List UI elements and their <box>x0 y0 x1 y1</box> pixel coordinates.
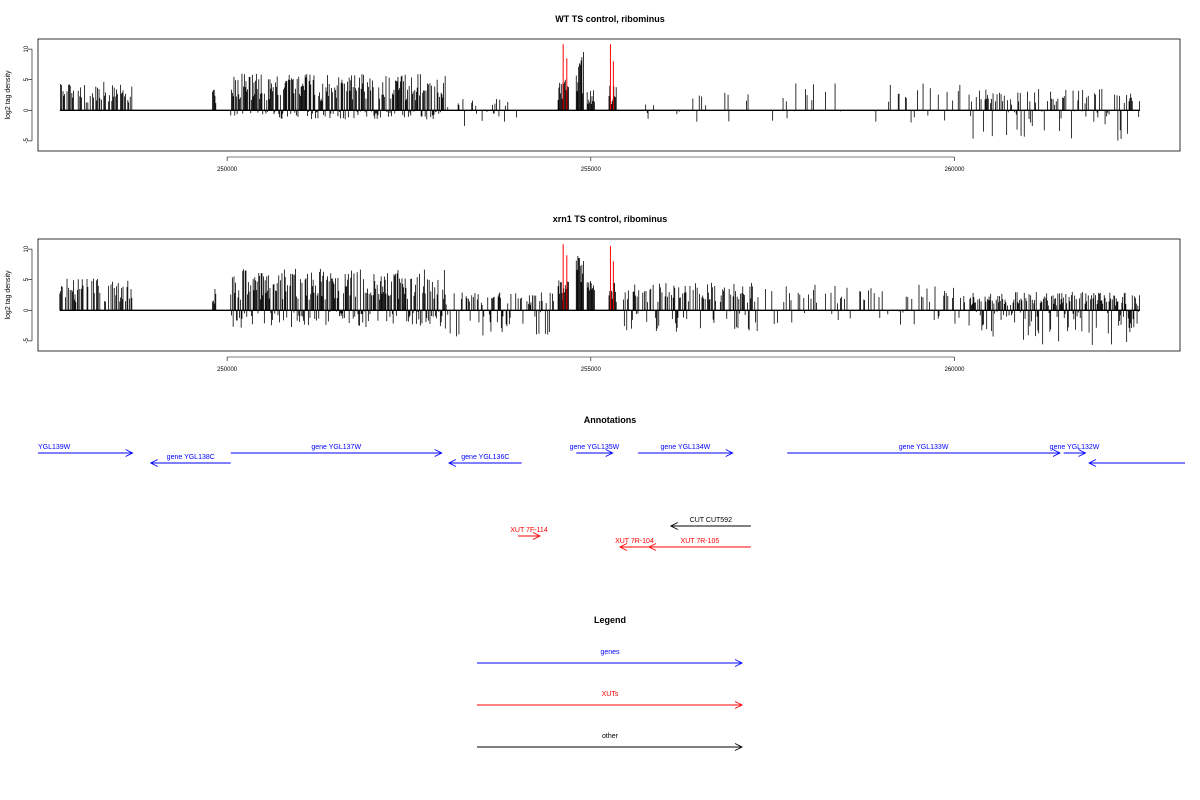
y-tick-label: 0 <box>24 108 30 112</box>
feature-label: CUT CUT592 <box>690 517 732 524</box>
feature-label: gene YGL133W <box>899 444 949 451</box>
arrow-head-icon <box>734 701 744 709</box>
arrow-head-icon <box>669 522 679 530</box>
annotation-feature: gene YGL137W <box>230 444 443 457</box>
legend-label: XUTs <box>602 691 619 698</box>
feature-label: gene YGL132W <box>1050 444 1100 451</box>
annotation-feature: XUT 7R-104 <box>615 538 654 551</box>
y-tick-label: 5 <box>24 277 30 281</box>
feature-label: gene YGL134W <box>661 444 711 451</box>
arrow-head-icon <box>125 449 134 457</box>
x-tick-label: 250000 <box>217 367 238 373</box>
x-tick-label: 260000 <box>944 367 965 373</box>
legend-label: other <box>602 733 619 740</box>
wt-plot-frame <box>37 38 1181 152</box>
legend-item: genes <box>477 649 744 667</box>
wt-axis-ticks: -5 0 5 10 250000 255000 260000 <box>24 45 965 173</box>
arrow-head-icon <box>725 449 734 457</box>
annotation-feature: XUT 7F-114 <box>510 527 548 540</box>
xrn1-y-axis-label: log2 tag density <box>5 270 12 320</box>
arrow-head-icon <box>447 459 457 467</box>
wt-signal-panel: WT TS control, ribominus log2 tag densit… <box>5 14 1181 173</box>
annotation-feature: YGL139W <box>38 444 134 457</box>
annotation-feature: gene YGL135W <box>570 444 620 457</box>
annotation-features: YGL139W gene YGL138C gene YGL137W gene YGL1… <box>38 444 1185 551</box>
legend-items: genes XUTs other <box>477 649 744 751</box>
x-tick-label: 250000 <box>217 167 238 173</box>
y-tick-label: -5 <box>24 338 30 344</box>
arrow-head-icon <box>532 532 541 540</box>
x-tick-label: 255000 <box>581 367 602 373</box>
arrow-head-icon <box>1052 449 1061 457</box>
annotation-track: Annotations YGL139W gene YGL138C gene YGL1… <box>38 415 1185 551</box>
x-tick-label: 260000 <box>944 167 965 173</box>
xrn1-signal-panel: xrn1 TS control, ribominus log2 tag dens… <box>5 214 1181 373</box>
wt-signal-bars <box>59 44 1140 141</box>
feature-label: XUT 7R-105 <box>681 538 720 545</box>
y-tick-label: 10 <box>24 245 30 252</box>
xrn1-plot-frame <box>37 238 1181 352</box>
feature-label: YGL139W <box>38 444 71 451</box>
legend-title: Legend <box>594 615 626 625</box>
arrow-head-icon <box>1088 459 1097 467</box>
y-tick-label: 10 <box>24 45 30 52</box>
feature-label: gene YGL137W <box>311 444 361 451</box>
y-tick-label: 0 <box>24 308 30 312</box>
feature-label: gene YGL136C <box>461 454 509 461</box>
x-tick-label: 255000 <box>581 167 602 173</box>
xrn1-axis-ticks: -5 0 5 10 250000 255000 260000 <box>24 245 965 373</box>
annotation-feature: XUT 7R-105 <box>648 538 751 551</box>
feature-label: gene YGL138C <box>167 454 215 461</box>
xrn1-signal-bars <box>59 244 1140 345</box>
arrow-head-icon <box>1078 449 1087 457</box>
annotation-feature: gene YGL134W <box>638 444 734 457</box>
arrow-head-icon <box>149 459 158 467</box>
arrow-head-icon <box>605 449 614 457</box>
annotation-feature: gene YGL132W <box>1050 444 1100 457</box>
annotation-feature <box>1088 459 1185 467</box>
feature-label: XUT 7R-104 <box>615 538 654 545</box>
annotation-feature: gene YGL138C <box>149 454 231 467</box>
wt-panel-title: WT TS control, ribominus <box>555 14 665 24</box>
legend-label: genes <box>600 649 620 656</box>
annotations-title: Annotations <box>584 415 637 425</box>
feature-label: gene YGL135W <box>570 444 620 451</box>
y-tick-label: 5 <box>24 77 30 81</box>
arrow-head-icon <box>434 449 443 457</box>
annotation-feature: CUT CUT592 <box>669 517 751 530</box>
arrow-head-icon <box>648 543 657 551</box>
wt-y-axis-label: log2 tag density <box>5 70 12 120</box>
xrn1-panel-title: xrn1 TS control, ribominus <box>553 214 668 224</box>
feature-label: XUT 7F-114 <box>510 527 548 534</box>
y-tick-label: -5 <box>24 138 30 144</box>
annotation-feature: gene YGL136C <box>447 454 522 467</box>
arrow-head-icon <box>734 659 744 667</box>
annotation-feature: gene YGL133W <box>787 444 1061 457</box>
arrow-head-icon <box>734 743 744 751</box>
legend: Legend genes XUTs other <box>477 615 744 751</box>
legend-item: XUTs <box>477 691 744 709</box>
arrow-head-icon <box>618 543 628 551</box>
legend-item: other <box>477 733 744 751</box>
